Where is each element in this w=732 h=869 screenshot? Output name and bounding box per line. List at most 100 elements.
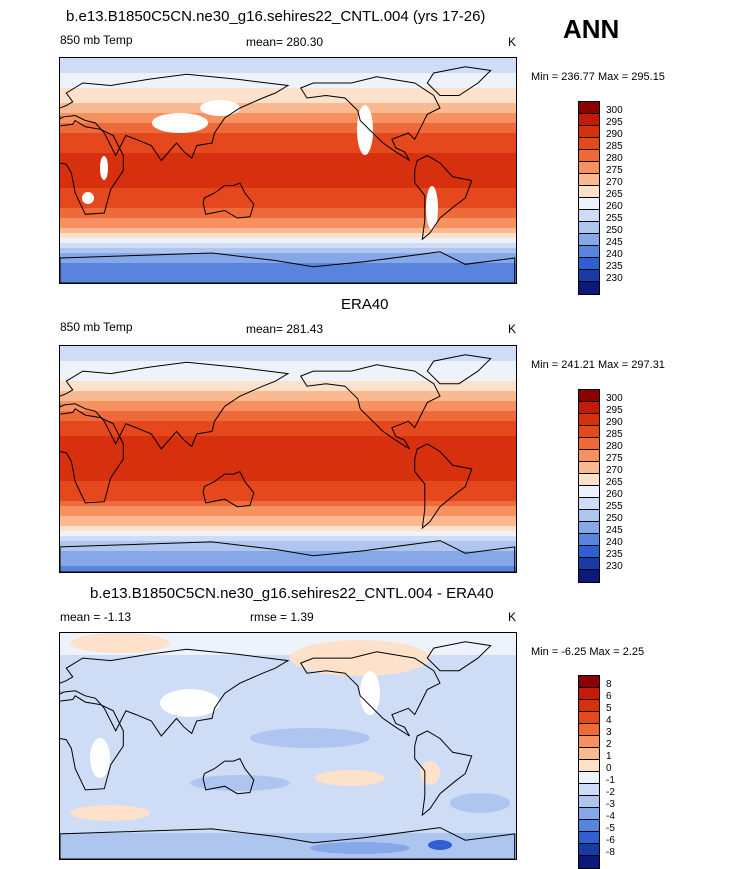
coastline: [60, 251, 516, 283]
colorbar-swatch: [579, 796, 599, 808]
colorbar-tick: 295: [606, 405, 623, 416]
temperature-band: [60, 541, 516, 547]
positive-diff-patch: [290, 640, 430, 676]
temperature-band: [60, 208, 516, 214]
colorbar-tick: 3: [606, 727, 612, 738]
temperature-band: [60, 278, 516, 283]
panel1-title: b.e13.B1850C5CN.ne30_g16.sehires22_CNTL.…: [66, 8, 486, 25]
temperature-band: [60, 531, 516, 537]
colorbar-swatch: [579, 498, 599, 510]
temperature-band: [60, 466, 516, 472]
colorbar-tick: 275: [606, 453, 623, 464]
colorbar-tick: 250: [606, 225, 623, 236]
colorbar-swatch: [579, 282, 599, 294]
temperature-band: [60, 506, 516, 512]
missing-data-patch: [90, 738, 110, 778]
temperature-band: [60, 238, 516, 244]
colorbar-swatch: [579, 138, 599, 150]
coastline: [414, 154, 473, 241]
negative-diff-patch: [428, 840, 452, 850]
temperature-band: [60, 456, 516, 462]
colorbar-swatch: [579, 126, 599, 138]
colorbar-swatch: [579, 102, 599, 114]
colorbar-tick: 240: [606, 537, 623, 548]
colorbar-swatch: [579, 688, 599, 700]
colorbar-tick: 275: [606, 165, 623, 176]
coastline: [202, 470, 255, 508]
colorbar-tick: 270: [606, 177, 623, 188]
coastline: [60, 361, 290, 450]
coastline: [60, 540, 516, 572]
colorbar-tick: 295: [606, 117, 623, 128]
panel3-coastlines: [60, 641, 516, 859]
colorbar-tick: 235: [606, 261, 623, 272]
temperature-band: [60, 406, 516, 412]
temperature-band: [60, 431, 516, 437]
colorbar-tick: 6: [606, 691, 612, 702]
colorbar-swatch: [579, 712, 599, 724]
colorbar-tick: 250: [606, 513, 623, 524]
temperature-band: [60, 551, 516, 557]
colorbar-tick: 270: [606, 465, 623, 476]
temperature-band: [60, 58, 516, 64]
panel3-map: [59, 632, 517, 860]
colorbar-swatch: [579, 760, 599, 772]
temperature-band: [60, 366, 516, 372]
colorbar-swatch: [579, 736, 599, 748]
temperature-band: [60, 526, 516, 532]
colorbar-tick: 230: [606, 273, 623, 284]
colorbar-swatch: [579, 676, 599, 688]
colorbar-tick: 280: [606, 153, 623, 164]
colorbar-tick: -6: [606, 835, 615, 846]
temperature-band: [60, 516, 516, 522]
temperature-band: [60, 561, 516, 567]
panel3-minmax: Min = -6.25 Max = 2.25: [531, 646, 645, 658]
temperature-band: [60, 173, 516, 179]
season-label: ANN: [563, 14, 620, 44]
temperature-band: [60, 396, 516, 402]
colorbar-swatch: [579, 210, 599, 222]
temperature-band: [60, 88, 516, 94]
panel2-colorbar: [578, 389, 600, 583]
colorbar-swatch: [579, 450, 599, 462]
colorbar-swatch: [579, 784, 599, 796]
temperature-band: [60, 148, 516, 154]
positive-diff-patch: [70, 633, 170, 653]
coastline: [202, 182, 255, 219]
panel2-colorbar-boxes: [579, 390, 599, 582]
colorbar-tick: 230: [606, 561, 623, 572]
coastline: [299, 651, 441, 737]
temperature-band: [60, 351, 516, 357]
temperature-band: [60, 228, 516, 234]
temperature-band: [60, 401, 516, 407]
temperature-band: [60, 133, 516, 139]
temperature-band: [60, 153, 516, 159]
colorbar-tick: 8: [606, 679, 612, 690]
panel1-left-label: 850 mb Temp: [60, 33, 133, 47]
colorbar-swatch: [579, 474, 599, 486]
colorbar-tick: 4: [606, 715, 612, 726]
panel1-colorbar: [578, 101, 600, 295]
temperature-band: [60, 98, 516, 104]
missing-data-patch: [357, 105, 373, 155]
panel2-title: ERA40: [341, 296, 389, 313]
temperature-band: [60, 233, 516, 239]
temperature-band: [60, 178, 516, 184]
colorbar-tick: 260: [606, 489, 623, 500]
temperature-band: [60, 501, 516, 507]
coastline: [299, 76, 441, 161]
panel1-map: [59, 57, 517, 284]
colorbar-tick: 240: [606, 249, 623, 260]
colorbar-tick: 245: [606, 237, 623, 248]
colorbar-swatch: [579, 570, 599, 582]
temperature-band: [60, 218, 516, 224]
colorbar-tick: 265: [606, 189, 623, 200]
coastline: [60, 408, 124, 504]
colorbar-swatch: [579, 748, 599, 760]
temperature-band: [60, 108, 516, 114]
temperature-band: [60, 486, 516, 492]
colorbar-tick: 285: [606, 429, 623, 440]
colorbar-tick: 265: [606, 477, 623, 488]
panel3-patches: [60, 633, 516, 859]
colorbar-swatch: [579, 486, 599, 498]
